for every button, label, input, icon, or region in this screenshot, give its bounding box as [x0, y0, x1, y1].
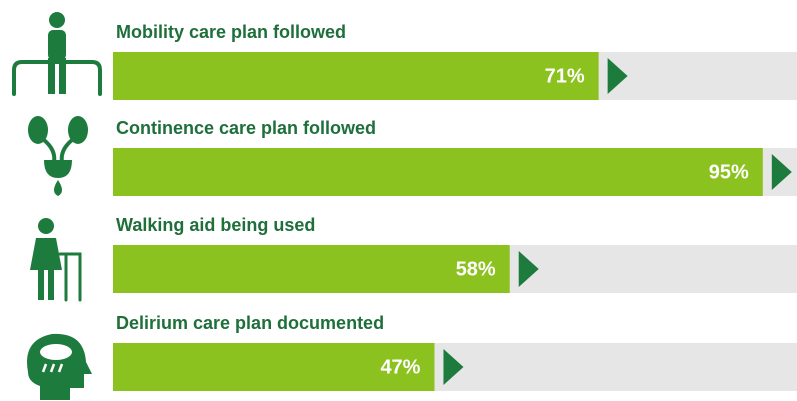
value-label: 95% [709, 161, 749, 183]
value-label: 58% [456, 258, 496, 280]
category-label: Delirium care plan documented [116, 313, 384, 333]
continence-icon [28, 116, 88, 196]
bar-end-marker [443, 349, 464, 385]
delirium-icon [27, 333, 92, 400]
category-label: Walking aid being used [116, 215, 315, 235]
bar [113, 343, 435, 391]
walking-aid-icon [30, 218, 82, 302]
value-label: 47% [380, 356, 420, 378]
bar-end-marker [771, 154, 792, 190]
bar-end-marker [607, 58, 628, 94]
category-label: Continence care plan followed [116, 118, 376, 138]
bar [113, 52, 599, 100]
bar [113, 148, 763, 196]
value-label: 71% [545, 65, 585, 87]
category-label: Mobility care plan followed [116, 22, 346, 42]
bar [113, 245, 510, 293]
mobility-icon [12, 12, 102, 96]
bar-end-marker [518, 251, 539, 287]
